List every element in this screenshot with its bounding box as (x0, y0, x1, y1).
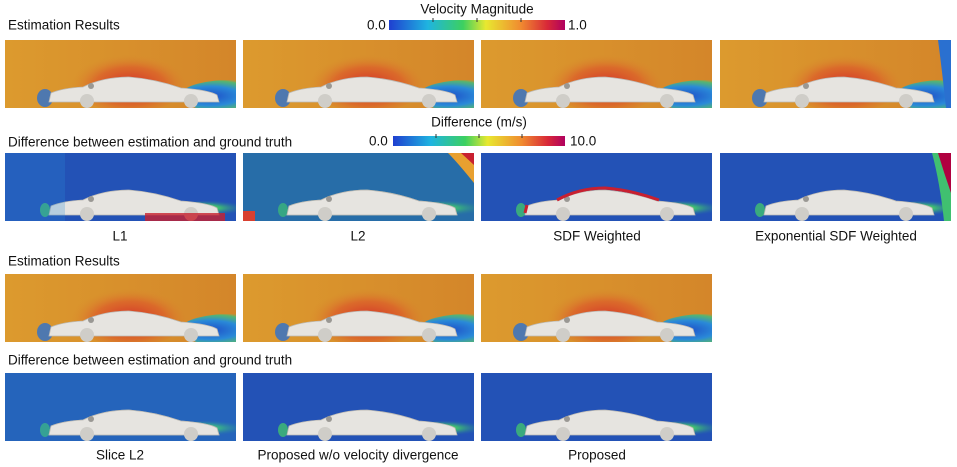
colorbar-title: Velocity Magnitude (420, 2, 533, 17)
caption: Slice L2 (96, 448, 144, 463)
difference-field (481, 153, 736, 221)
flow-field (720, 40, 957, 112)
caption: Exponential SDF Weighted (755, 229, 917, 244)
caption: L2 (350, 229, 365, 244)
flow-field (481, 274, 756, 346)
difference-field (243, 153, 498, 221)
colorbar-max: 1.0 (568, 18, 587, 33)
flow-field (243, 274, 518, 346)
colorbar-title: Difference (m/s) (431, 115, 527, 130)
colorbar-min: 0.0 (367, 18, 386, 33)
caption: Proposed (568, 448, 626, 463)
flow-field (481, 40, 756, 112)
difference-field (5, 373, 260, 441)
section-title: Difference between estimation and ground… (8, 135, 292, 150)
difference-field (481, 373, 736, 441)
flow-field (5, 274, 280, 346)
caption: L1 (112, 229, 127, 244)
figure: Estimation Results Velocity Magnitude 0.… (0, 0, 957, 467)
difference-field (720, 153, 957, 221)
section-title: Difference between estimation and ground… (8, 353, 292, 368)
difference-field (5, 153, 260, 221)
flow-field (243, 40, 518, 112)
flow-field (5, 40, 280, 112)
caption: Proposed w/o velocity divergence (257, 448, 458, 463)
colorbar-max: 10.0 (570, 134, 596, 149)
section-title: Estimation Results (8, 254, 120, 269)
difference-field (243, 373, 498, 441)
colorbar-min: 0.0 (369, 134, 388, 149)
section-title: Estimation Results (8, 18, 120, 33)
caption: SDF Weighted (553, 229, 641, 244)
